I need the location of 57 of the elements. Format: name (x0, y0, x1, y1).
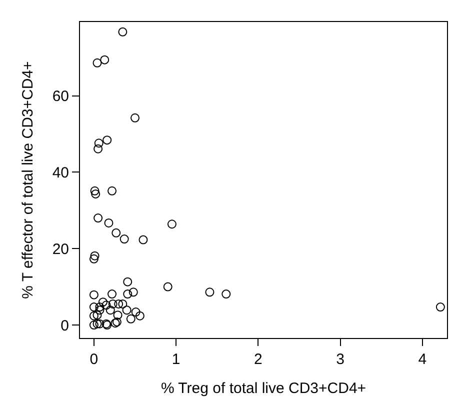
point (126, 314, 136, 324)
point (95, 319, 104, 328)
point (91, 189, 100, 198)
point (89, 254, 98, 264)
point (108, 290, 117, 299)
point (104, 218, 114, 228)
point (135, 311, 144, 320)
point (90, 251, 100, 260)
point (89, 290, 98, 300)
point (118, 299, 128, 308)
y-axis-title: % T effector of total live CD3+CD4+ (20, 60, 37, 299)
x-tick-label: 4 (418, 351, 427, 368)
point (123, 290, 132, 299)
point (128, 288, 138, 297)
point (108, 186, 117, 196)
point (130, 113, 140, 122)
point (108, 299, 118, 308)
x-tick-label: 2 (254, 351, 262, 368)
point (122, 306, 132, 315)
point (131, 308, 140, 317)
point (113, 310, 122, 320)
point (205, 288, 214, 297)
point (102, 136, 112, 145)
point (102, 300, 111, 310)
x-tick-label: 1 (172, 351, 180, 368)
point (92, 310, 102, 320)
point (95, 302, 104, 312)
point (436, 302, 445, 312)
point (120, 234, 129, 244)
point (106, 306, 115, 315)
point (94, 144, 103, 154)
point (163, 282, 172, 292)
point (90, 186, 100, 196)
point (95, 306, 104, 315)
y-tick-label: 40 (52, 164, 69, 182)
x-axis-title: % Treg of total live CD3+CD4+ (160, 380, 366, 397)
point (94, 214, 103, 223)
point (89, 311, 98, 320)
x-tick-label: 3 (336, 351, 344, 368)
point (100, 55, 110, 64)
y-tick-label: 60 (52, 88, 69, 105)
point (114, 299, 124, 308)
point (98, 298, 108, 307)
y-tick-label: 0 (60, 317, 69, 334)
point (92, 58, 102, 68)
point (138, 235, 148, 244)
point (92, 319, 102, 328)
point (222, 290, 231, 299)
point (89, 320, 98, 330)
point (89, 302, 98, 312)
x-tick-label: 0 (90, 351, 98, 368)
y-tick-label: 20 (52, 240, 69, 258)
point (167, 220, 176, 229)
point (94, 138, 104, 148)
point (123, 277, 132, 286)
point (112, 228, 121, 238)
point (118, 27, 128, 36)
